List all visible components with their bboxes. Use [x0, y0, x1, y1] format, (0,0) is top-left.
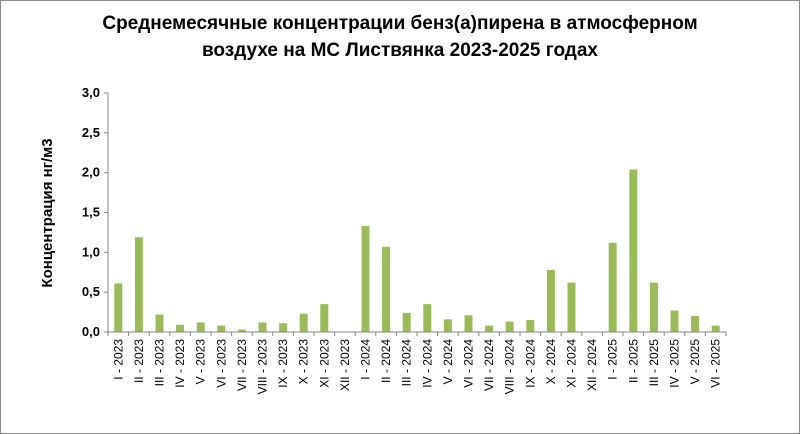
x-tick-label: XI - 2024	[565, 339, 579, 388]
bars	[114, 169, 720, 332]
x-tick-label: I - 2024	[359, 339, 373, 380]
bar	[443, 319, 452, 332]
bar	[258, 322, 267, 332]
bar	[546, 269, 555, 332]
x-tick-label: VIII - 2023	[256, 339, 270, 395]
bar	[608, 242, 617, 332]
bar	[361, 226, 370, 332]
bar	[485, 325, 494, 332]
chart-title-line-2: воздухе на МС Листвянка 2023-2025 годах	[202, 40, 598, 61]
x-tick-label: VI - 2025	[709, 339, 723, 388]
x-tick-label: I - 2025	[606, 339, 620, 380]
y-tick-label: 1,5	[82, 205, 100, 220]
y-axis: 0,0 0,5 1,0 1,5 2,0 2,5 3,0	[82, 85, 109, 339]
bar	[649, 282, 658, 332]
x-tick-label: IV - 2023	[173, 339, 187, 388]
x-tick-label: VI - 2024	[462, 339, 476, 388]
bar	[505, 321, 514, 332]
y-tick-label: 0,0	[82, 324, 100, 339]
bar	[196, 322, 205, 332]
x-tick-label: XII - 2024	[585, 339, 599, 391]
chart-title: Среднемесячные концентрации бенз(а)пирен…	[0, 10, 800, 64]
y-tick-label: 2,0	[82, 165, 100, 180]
y-axis-label: Концентрация нг/м3	[39, 138, 56, 287]
y-tick-label: 1,0	[82, 244, 100, 259]
x-tick-label: III - 2023	[153, 339, 167, 387]
bar	[402, 312, 411, 332]
bar	[526, 320, 535, 332]
chart-title-line-1: Среднемесячные концентрации бенз(а)пирен…	[102, 13, 698, 34]
y-tick-label: 0,5	[82, 284, 100, 299]
bar	[176, 324, 185, 332]
bar	[382, 246, 391, 332]
bar	[670, 310, 679, 332]
x-tick-label: I - 2023	[111, 339, 125, 380]
bar	[711, 325, 720, 332]
bar	[279, 323, 288, 332]
x-tick-label: XI - 2023	[317, 339, 331, 388]
x-tick-label: VII - 2024	[482, 339, 496, 391]
bar	[629, 169, 638, 332]
x-tick-label: II - 2025	[626, 339, 640, 383]
bar	[134, 237, 143, 332]
bar	[155, 314, 164, 332]
x-tick-label: IX - 2023	[276, 339, 290, 388]
x-tick-label: V - 2025	[688, 339, 702, 385]
x-tick-label: X - 2024	[544, 339, 558, 385]
x-tick-label: II - 2024	[379, 339, 393, 383]
x-tick-label: VIII - 2024	[503, 339, 517, 395]
x-tick-label: V - 2024	[441, 339, 455, 385]
bar	[567, 282, 576, 332]
bar	[464, 315, 473, 332]
x-axis: I - 2023 II - 2023 III - 2023 IV - 2023 V - …	[107, 331, 727, 395]
x-tick-label: II - 2023	[132, 339, 146, 383]
x-tick-label: VI - 2023	[214, 339, 228, 388]
x-tick-label: IX - 2024	[523, 339, 537, 388]
x-tick-label: IV - 2024	[420, 339, 434, 388]
x-tick-label: X - 2023	[297, 339, 311, 385]
y-tick-label: 3,0	[82, 85, 100, 100]
x-tick-label: III - 2024	[400, 339, 414, 387]
x-tick-label: VII - 2023	[235, 339, 249, 391]
bar	[237, 329, 246, 332]
bar	[691, 316, 700, 332]
bar	[114, 283, 123, 332]
x-tick-label: IV - 2025	[668, 339, 682, 388]
x-tick-label: III - 2025	[647, 339, 661, 387]
bar	[320, 304, 329, 332]
bar	[217, 325, 226, 332]
bar	[423, 304, 432, 332]
x-tick-label: V - 2023	[194, 339, 208, 385]
bar	[299, 313, 308, 332]
x-tick-label: XII - 2023	[338, 339, 352, 391]
y-tick-label: 2,5	[82, 125, 100, 140]
